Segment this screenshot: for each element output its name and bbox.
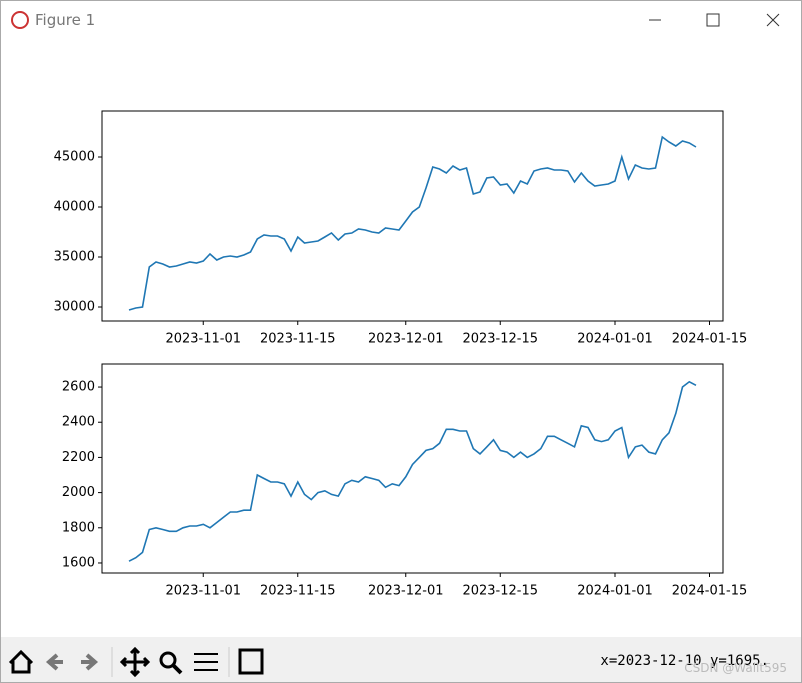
- y-tick-label: 1800: [62, 520, 95, 535]
- x-tick-label: 2023-11-01: [165, 584, 241, 599]
- x-tick-label: 2023-12-15: [462, 332, 538, 347]
- y-tick-label: 1600: [62, 555, 95, 570]
- toolbar-icons: [8, 646, 264, 678]
- configure-button[interactable]: [194, 653, 218, 671]
- close-button[interactable]: [766, 13, 780, 27]
- back-button[interactable]: [45, 653, 63, 671]
- status-text: x=2023-12-10 y=1695.: [600, 653, 769, 669]
- x-tick-label: 2024-01-15: [672, 332, 748, 347]
- x-tick-label: 2023-12-01: [368, 584, 444, 599]
- home-button[interactable]: [8, 649, 34, 674]
- watermark: CSDN @Wallt595: [684, 661, 787, 675]
- zoom-button[interactable]: [159, 651, 177, 669]
- x-tick-label: 2024-01-01: [577, 584, 653, 599]
- data-line: [128, 135, 697, 311]
- title-bar-graphics: [11, 11, 780, 29]
- title-bar: Figure 1: [1, 1, 801, 39]
- y-tick-label: 2000: [62, 485, 95, 500]
- y-tick-label: 2600: [62, 380, 95, 395]
- axes-frame: [101, 110, 724, 322]
- y-tick-label: 30000: [54, 300, 95, 315]
- data-line: [128, 380, 697, 562]
- app-icon: [11, 11, 29, 29]
- y-tick-label: 45000: [54, 150, 95, 165]
- x-tick-label: 2023-11-15: [260, 332, 336, 347]
- save-button[interactable]: [238, 648, 264, 675]
- toolbar: x=2023-12-10 y=1695. CSDN @Wallt595: [1, 637, 801, 682]
- axes-frame: [101, 363, 724, 574]
- y-tick-label: 2200: [62, 450, 95, 465]
- x-tick-label: 2023-12-01: [368, 332, 444, 347]
- figure: 30000 35000 40000 45000 2023-11-01 2023-11-15…: [54, 110, 748, 599]
- window-title: Figure 1: [35, 11, 96, 29]
- x-tick-label: 2023-11-01: [165, 332, 241, 347]
- x-tick-label: 2023-11-15: [260, 584, 336, 599]
- zoom-handle: [171, 663, 183, 675]
- x-tick-label: 2023-12-15: [462, 584, 538, 599]
- x-tick-label: 2024-01-01: [577, 332, 653, 347]
- forward-button[interactable]: [81, 653, 99, 671]
- y-tick-label: 2400: [62, 415, 95, 430]
- pan-button[interactable]: [119, 646, 151, 678]
- y-tick-label: 40000: [54, 200, 95, 215]
- maximize-button[interactable]: [706, 13, 720, 27]
- x-tick-label: 2024-01-15: [672, 584, 748, 599]
- y-tick-label: 35000: [54, 250, 95, 265]
